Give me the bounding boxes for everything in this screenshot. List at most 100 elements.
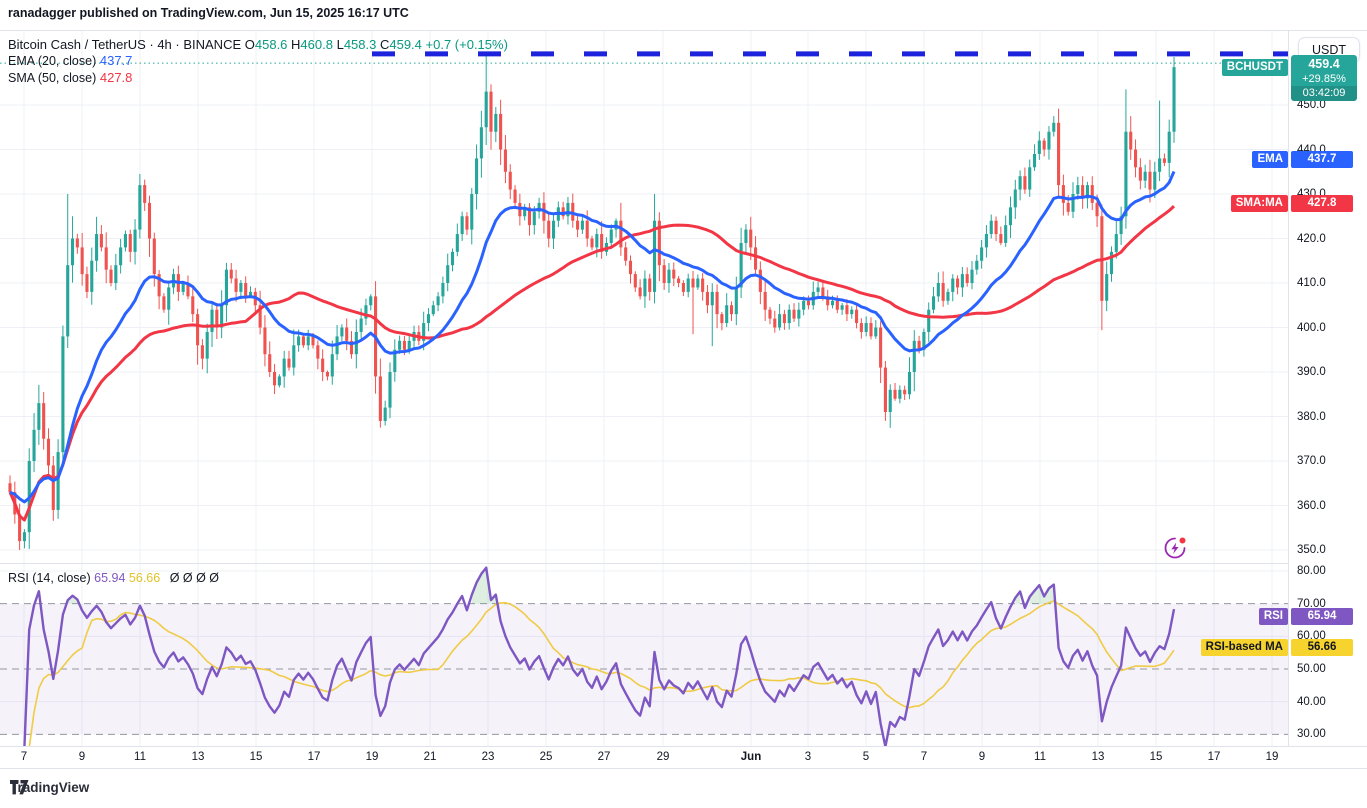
candle-body — [931, 296, 936, 310]
candle-body — [580, 220, 584, 230]
candle-body — [359, 318, 363, 332]
chart-frame: Bitcoin Cash / TetherUS · 4h · BINANCE O… — [0, 30, 1367, 769]
candle-body — [1081, 185, 1085, 199]
time-axis-label: 11 — [1034, 751, 1046, 763]
candle-body — [157, 274, 161, 297]
pane-divider[interactable] — [0, 563, 1367, 564]
candle-body — [835, 300, 839, 310]
rsi-axis-label: 40.00 — [1297, 695, 1326, 708]
tradingview-logo[interactable]: TradingView — [10, 780, 89, 795]
candle-body — [768, 309, 772, 319]
lightning-boost-icon[interactable] — [1163, 536, 1187, 560]
candle-body — [758, 269, 762, 292]
ema-legend-row[interactable]: EMA (20, close) 437.7 — [8, 53, 508, 69]
candle-body — [633, 274, 637, 288]
candle-body — [301, 336, 305, 346]
candle-body — [912, 340, 916, 372]
candle-body — [763, 291, 767, 310]
candle-body — [426, 314, 431, 324]
candle-body — [282, 358, 286, 377]
candle-body — [840, 305, 844, 310]
candle-body — [340, 327, 344, 337]
time-axis[interactable]: 7 9 11 13 15 17 19 21 23 25 27 29 Jun 3 5 7 9 11 13 15 17 19 — [0, 746, 1367, 769]
candle-body — [1095, 202, 1099, 217]
candle-body — [850, 309, 854, 315]
candle-body — [1076, 185, 1080, 194]
candle-body — [874, 327, 878, 337]
candle-body — [51, 465, 55, 510]
rsi-axis-tag: 65.94 — [1291, 608, 1353, 626]
time-axis-label: 15 — [1149, 751, 1163, 763]
candle-body — [181, 283, 185, 292]
candle-body — [1090, 185, 1094, 203]
candle-body — [1052, 122, 1056, 132]
candle-body — [1167, 131, 1171, 163]
ema-20-line — [9, 170, 1176, 504]
time-axis-label: 17 — [307, 751, 321, 763]
candle-body — [147, 202, 152, 239]
candle-body — [980, 247, 984, 261]
time-axis-label: 9 — [978, 751, 986, 763]
sma-axis-tag: 427.8 — [1291, 195, 1353, 213]
time-axis-label: 29 — [656, 751, 670, 763]
candle-body — [686, 278, 690, 292]
candle-body — [667, 269, 671, 283]
candle-body — [1047, 131, 1051, 150]
candle-body — [248, 291, 253, 297]
candle-body — [224, 269, 228, 306]
tradingview-logo-icon — [10, 780, 29, 795]
candle-body — [123, 234, 127, 248]
time-axis-label: 27 — [597, 751, 611, 763]
candle-body — [903, 389, 907, 395]
footer-bar: TradingView — [0, 768, 1367, 808]
candle-body — [143, 185, 147, 203]
rsi-legend-row[interactable]: RSI (14, close) 65.94 56.66 Ø Ø Ø Ø — [8, 571, 219, 585]
last-price: 459.4 — [1308, 57, 1340, 71]
candle-body — [383, 407, 387, 421]
bar-countdown: 03:42:09 — [1291, 86, 1357, 101]
candle-body — [152, 238, 156, 275]
candle-body — [234, 278, 238, 292]
candle-body — [999, 234, 1003, 243]
symbol-legend-row[interactable]: Bitcoin Cash / TetherUS · 4h · BINANCE O… — [8, 37, 508, 52]
candle-body — [167, 287, 171, 310]
rsi-pane[interactable] — [0, 563, 1288, 746]
candle-body — [210, 309, 214, 332]
candle-body — [292, 345, 296, 368]
candle-body — [739, 242, 743, 288]
candle-body — [90, 260, 94, 292]
candle-body — [898, 389, 902, 399]
candle-body — [965, 274, 969, 283]
candle-body — [1162, 158, 1166, 163]
price-axis-panel[interactable]: USDT 450.0 440.0 430.0 420.0 410.0 400.0 390.0… — [1288, 31, 1367, 746]
candle-body — [677, 278, 681, 283]
candle-body — [989, 220, 993, 235]
candle-body — [537, 202, 541, 212]
rsi-axis-label: 50.00 — [1297, 663, 1326, 675]
candle-body — [56, 452, 60, 510]
price-axis-label: 360.0 — [1297, 499, 1326, 512]
candle-body — [364, 305, 368, 319]
candle-body — [927, 309, 931, 332]
candle-body — [1148, 171, 1152, 190]
candle-body — [162, 296, 166, 310]
candle-body — [701, 278, 705, 292]
candle-body — [441, 283, 445, 297]
candle-body — [802, 300, 806, 310]
candle-body — [311, 336, 315, 346]
candle-body — [388, 372, 392, 408]
candle-body — [946, 291, 950, 301]
price-pane[interactable] — [0, 31, 1288, 563]
candle-body — [720, 314, 724, 324]
candle-body — [797, 309, 801, 319]
candle-body — [672, 269, 676, 279]
candle-body — [922, 331, 926, 350]
candle-body — [475, 158, 479, 194]
sma-legend-row[interactable]: SMA (50, close) 427.8 — [8, 70, 508, 86]
candle-body — [133, 229, 137, 252]
candle-body — [489, 91, 493, 132]
candle-body — [527, 207, 532, 226]
candle-body — [864, 323, 868, 332]
candle-body — [970, 269, 974, 283]
candle-body — [600, 234, 604, 252]
